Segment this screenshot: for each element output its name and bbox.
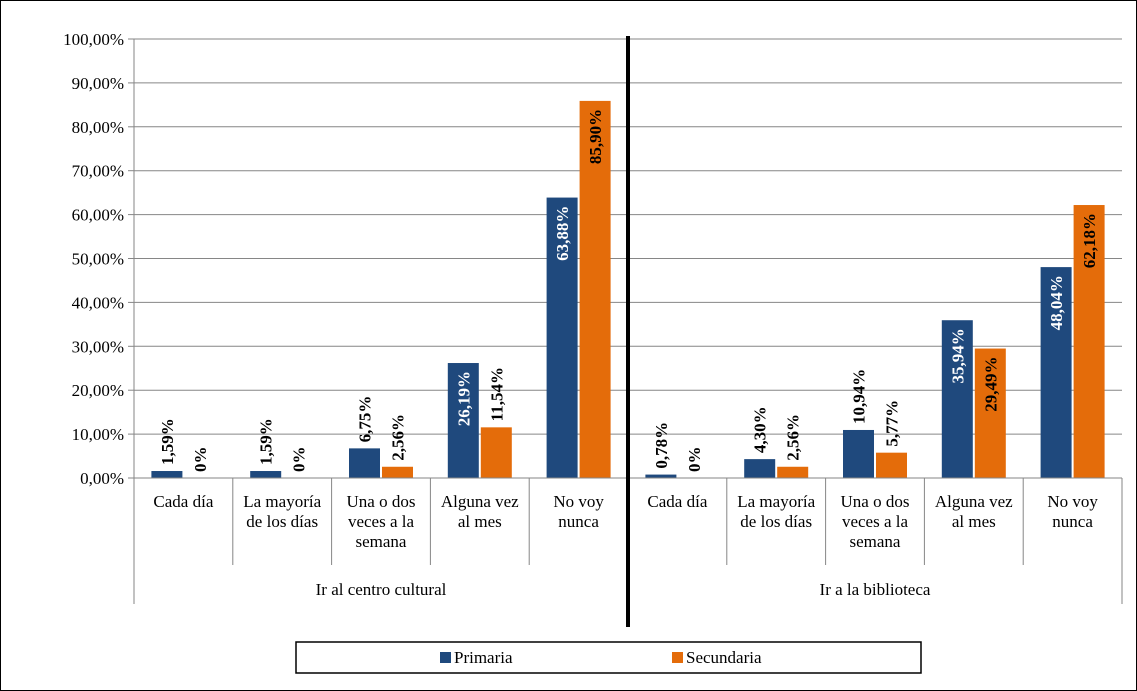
category-label: Cada día	[647, 492, 707, 511]
data-label-primaria: 35,94%	[948, 328, 967, 383]
bar-primaria	[645, 474, 677, 478]
bar-secundaria	[382, 466, 413, 478]
bar-secundaria	[777, 466, 809, 478]
bar-secundaria	[579, 100, 611, 479]
category-label-line: Una o dos	[841, 492, 910, 511]
category-label-line: nunca	[558, 512, 599, 531]
data-label-primaria: 63,88%	[553, 206, 572, 261]
y-tick-label: 100,00%	[63, 30, 124, 49]
legend-swatch-secundaria	[672, 652, 683, 663]
legend-swatch-primaria	[440, 652, 451, 663]
bar-primaria	[447, 363, 479, 478]
bar-primaria	[843, 429, 874, 478]
category-label: La mayoría de los días	[737, 492, 815, 531]
category-label-line: La mayoría	[243, 492, 321, 511]
category-label-line: Cada día	[647, 492, 707, 511]
category-label: Una o dos veces a la semana	[347, 492, 416, 551]
category-label: Alguna vez al mes	[935, 492, 1013, 531]
category-label: La mayoría de los días	[243, 492, 321, 531]
category-label: Alguna vez al mes	[441, 492, 519, 531]
data-labels: 1,59% 0% 1,59% 0% 6,75% 2,56% 26,19% 11,54% 63,8…	[158, 109, 1099, 472]
y-tick-label: 50,00%	[72, 250, 124, 269]
category-label-line: al mes	[952, 512, 996, 531]
bar-primaria	[349, 448, 380, 478]
category-label-line: veces a la	[842, 512, 909, 531]
category-label-line: semana	[356, 532, 407, 551]
y-tick-label: 90,00%	[72, 74, 124, 93]
category-label-line: La mayoría	[737, 492, 815, 511]
y-tick-label: 30,00%	[72, 337, 124, 356]
bar-secundaria	[1073, 205, 1105, 479]
category-label-line: de los días	[740, 512, 812, 531]
y-tick-label: 0,00%	[80, 469, 124, 488]
y-tick-label: 40,00%	[72, 293, 124, 312]
data-label-secundaria: 62,18%	[1080, 213, 1099, 268]
data-label-primaria: 10,94%	[850, 369, 869, 424]
bar-secundaria	[974, 348, 1006, 478]
data-label-secundaria: 0%	[290, 447, 309, 473]
category-label: No voy nunca	[1047, 492, 1098, 531]
data-label-primaria: 4,30%	[751, 406, 770, 453]
data-label-primaria: 48,04%	[1047, 275, 1066, 330]
data-label-primaria: 0,78%	[652, 422, 671, 469]
bar-primaria	[151, 471, 183, 478]
data-label-primaria: 1,59%	[257, 418, 276, 465]
category-label-line: Una o dos	[347, 492, 416, 511]
data-label-secundaria: 2,56%	[784, 414, 803, 461]
data-label-secundaria: 0%	[191, 447, 210, 473]
category-label-line: No voy	[1047, 492, 1098, 511]
bars	[151, 100, 1105, 479]
category-label: No voy nunca	[553, 492, 604, 531]
bar-secundaria	[876, 452, 907, 478]
data-label-primaria: 1,59%	[158, 418, 177, 465]
category-label-line: semana	[850, 532, 901, 551]
y-tick-label: 10,00%	[72, 425, 124, 444]
category-label-line: Cada día	[153, 492, 213, 511]
category-label-line: Alguna vez	[441, 492, 519, 511]
data-label-secundaria: 0%	[685, 447, 704, 473]
group-label: Ir al centro cultural	[316, 580, 447, 599]
category-label-line: al mes	[458, 512, 502, 531]
data-label-secundaria: 2,56%	[389, 414, 408, 461]
legend-label-secundaria: Secundaria	[686, 648, 762, 667]
bar-primaria	[744, 459, 776, 478]
y-tick-label: 60,00%	[72, 206, 124, 225]
data-label-primaria: 26,19%	[454, 371, 473, 426]
legend: Primaria Secundaria	[295, 641, 922, 674]
bar-primaria	[546, 197, 578, 478]
category-label-line: nunca	[1052, 512, 1093, 531]
bar-primaria	[1040, 267, 1072, 478]
data-label-primaria: 6,75%	[356, 396, 375, 443]
data-label-secundaria: 11,54%	[487, 367, 506, 421]
category-label-line: No voy	[553, 492, 604, 511]
legend-label-primaria: Primaria	[454, 648, 513, 667]
data-label-secundaria: 5,77%	[883, 400, 902, 447]
y-tick-label: 20,00%	[72, 381, 124, 400]
data-label-secundaria: 85,90%	[586, 109, 605, 164]
bar-secundaria	[480, 427, 512, 478]
category-label: Una o dos veces a la semana	[841, 492, 910, 551]
group-label: Ir a la biblioteca	[820, 580, 931, 599]
category-label-line: veces a la	[348, 512, 415, 531]
category-label-line: de los días	[246, 512, 318, 531]
category-label: Cada día	[153, 492, 213, 511]
y-axis-ticks: 0,00% 10,00% 20,00% 30,00% 40,00% 50,00% 60,00…	[63, 30, 124, 488]
bar-primaria	[250, 471, 282, 478]
bar-primaria	[941, 320, 973, 478]
legend-box	[295, 641, 922, 674]
y-tick-label: 70,00%	[72, 162, 124, 181]
data-label-secundaria: 29,49%	[981, 357, 1000, 412]
category-label-line: Alguna vez	[935, 492, 1013, 511]
y-tick-label: 80,00%	[72, 118, 124, 137]
